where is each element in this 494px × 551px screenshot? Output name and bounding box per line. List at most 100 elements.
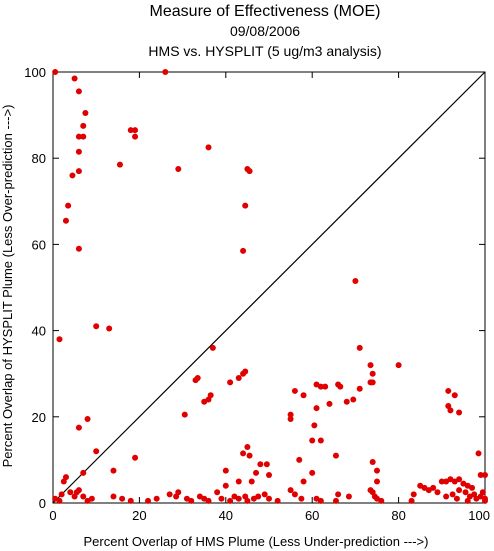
chart-subtitle: HMS vs. HYSPLIT (5 ug/m3 analysis) xyxy=(148,43,381,59)
data-point xyxy=(438,478,445,485)
data-point xyxy=(337,383,344,390)
data-point xyxy=(343,398,350,405)
x-tick-label: 60 xyxy=(305,508,319,523)
data-point xyxy=(374,478,380,485)
y-tick-label: 80 xyxy=(32,151,46,166)
data-point xyxy=(313,405,320,412)
data-point xyxy=(222,467,229,474)
data-point xyxy=(209,344,216,351)
data-point xyxy=(369,379,376,386)
data-point xyxy=(240,247,247,254)
data-point xyxy=(132,127,139,134)
data-point xyxy=(80,493,87,500)
data-point xyxy=(456,476,463,483)
data-point xyxy=(317,437,324,444)
data-point xyxy=(75,168,82,175)
data-point xyxy=(110,493,117,500)
data-point xyxy=(132,133,139,140)
data-point xyxy=(332,452,339,459)
x-tick-label: 100 xyxy=(468,508,490,523)
data-point xyxy=(475,450,482,457)
data-point xyxy=(67,489,74,496)
data-point xyxy=(188,497,195,504)
data-point xyxy=(235,478,242,485)
data-point xyxy=(246,452,253,459)
data-point xyxy=(263,461,270,468)
data-point xyxy=(374,467,380,474)
data-point xyxy=(80,469,87,476)
y-axis-label: Percent Overlap of HYSPLIT Plume (Less O… xyxy=(0,105,15,468)
data-point xyxy=(309,469,316,476)
data-point xyxy=(453,495,460,502)
data-point xyxy=(482,471,488,478)
data-point xyxy=(378,497,385,504)
data-point xyxy=(71,75,78,82)
data-point xyxy=(352,278,359,285)
data-point xyxy=(395,362,402,369)
y-tick-label: 0 xyxy=(39,496,46,511)
data-point xyxy=(425,487,432,494)
data-point xyxy=(175,489,182,496)
data-point xyxy=(119,495,126,502)
data-point xyxy=(408,497,415,504)
data-point xyxy=(298,495,305,502)
data-point xyxy=(93,448,100,455)
data-point xyxy=(145,497,152,504)
data-point xyxy=(456,409,463,416)
data-point xyxy=(80,133,87,140)
data-point xyxy=(477,471,484,478)
data-point xyxy=(326,400,333,407)
data-point xyxy=(82,109,89,116)
x-axis-ticks: 0 20 40 60 80 100 xyxy=(49,508,490,523)
data-point xyxy=(56,336,63,343)
x-tick-label: 0 xyxy=(49,508,56,523)
data-point xyxy=(287,487,294,494)
data-point xyxy=(317,497,324,504)
plot-area xyxy=(52,71,486,504)
data-point xyxy=(244,443,251,450)
data-point xyxy=(205,144,212,151)
data-point xyxy=(65,202,72,209)
data-point xyxy=(58,491,65,498)
y-tick-label: 60 xyxy=(32,237,46,252)
data-point xyxy=(445,387,452,394)
data-point xyxy=(110,467,117,474)
x-tick-label: 80 xyxy=(391,508,405,523)
data-point xyxy=(335,491,342,498)
data-point xyxy=(214,489,221,496)
data-point xyxy=(291,491,298,498)
data-point xyxy=(447,407,454,414)
data-point xyxy=(62,474,69,481)
data-point xyxy=(75,88,82,95)
data-point xyxy=(266,471,272,478)
data-point xyxy=(201,398,208,405)
data-point xyxy=(75,424,82,431)
data-point xyxy=(291,387,298,394)
x-tick-label: 20 xyxy=(132,508,146,523)
data-point xyxy=(257,461,264,468)
data-point xyxy=(242,368,249,375)
data-point xyxy=(205,497,212,504)
data-point xyxy=(456,487,463,494)
data-point xyxy=(462,489,469,496)
plot-frame xyxy=(52,71,486,504)
data-point xyxy=(207,392,214,399)
chart-date: 09/08/2006 xyxy=(230,23,300,39)
x-axis-label: Percent Overlap of HMS Plume (Less Under… xyxy=(84,534,429,549)
data-point xyxy=(449,491,456,498)
data-point xyxy=(345,493,352,500)
data-point xyxy=(162,69,169,75)
y-axis-ticks: 0 20 40 60 80 100 xyxy=(24,65,46,511)
data-point xyxy=(235,375,242,382)
data-point xyxy=(69,172,76,179)
y-tick-label: 100 xyxy=(24,65,46,80)
y-tick-label: 20 xyxy=(32,410,46,425)
data-point xyxy=(356,385,363,392)
data-point xyxy=(309,437,316,444)
data-point xyxy=(311,422,318,429)
data-point xyxy=(369,459,376,466)
data-point xyxy=(52,69,59,75)
data-point xyxy=(266,495,272,502)
data-point xyxy=(369,370,376,377)
data-point xyxy=(469,484,476,491)
